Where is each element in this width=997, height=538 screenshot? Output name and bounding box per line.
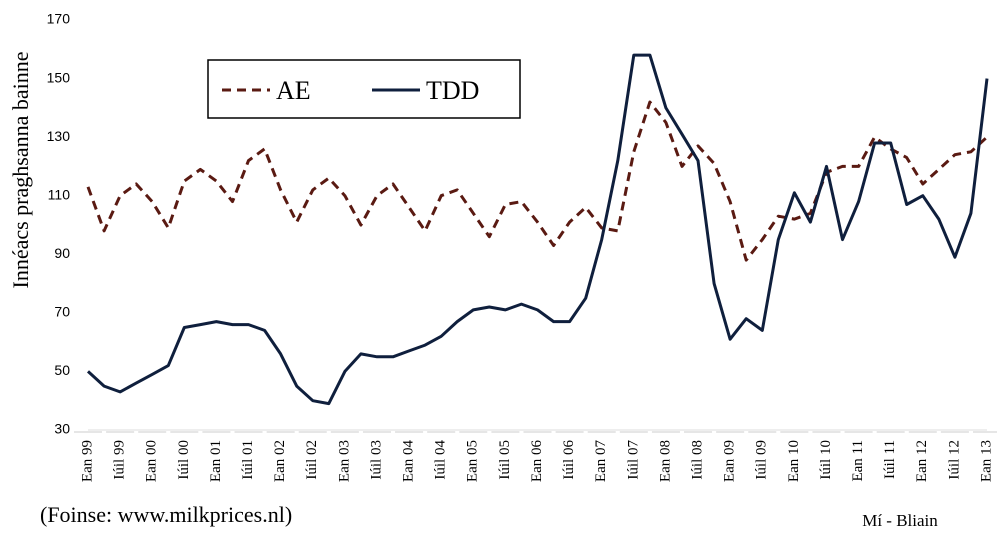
x-tick-label: Ean 04 — [401, 440, 417, 483]
x-tick-label: Iúil 05 — [497, 440, 513, 480]
x-tick-label: Ean 99 — [79, 440, 95, 482]
series-line — [86, 53, 989, 406]
y-tick-label: 90 — [54, 245, 70, 261]
x-tick-label: Iúil 09 — [754, 440, 770, 480]
x-tick-label: Ean 06 — [529, 440, 545, 483]
y-tick-label: 30 — [54, 421, 70, 437]
x-tick-label: Iúil 08 — [689, 440, 705, 480]
x-tick-label: Iúil 12 — [946, 440, 962, 480]
x-tick-label: Ean 10 — [786, 440, 802, 482]
x-tick-label: Ean 07 — [593, 440, 609, 483]
x-tick-label: Iúil 07 — [625, 440, 641, 480]
x-tick-label: Ean 01 — [208, 440, 224, 482]
y-tick-label: 150 — [47, 69, 71, 85]
x-tick-label: Ean 11 — [850, 440, 866, 482]
source: (Foinse: www.milkprices.nl) — [40, 502, 292, 527]
y-axis-label: Innéacs praghsanna bainne — [8, 51, 33, 288]
y-tick-label: 70 — [54, 304, 70, 320]
x-tick-label: Iúil 10 — [818, 440, 834, 480]
x-tick-label: Ean 08 — [657, 440, 673, 482]
x-tick-label: Iúil 04 — [433, 440, 449, 480]
x-tick-label: Iúil 99 — [112, 440, 128, 480]
y-tick-label: 170 — [47, 11, 71, 27]
x-tick-label: Ean 02 — [272, 440, 288, 482]
series-line — [86, 100, 989, 262]
x-tick-label: Ean 03 — [336, 440, 352, 482]
x-tick-label: Ean 13 — [978, 440, 994, 482]
y-tick-label: 50 — [54, 362, 70, 378]
y-tick-label: 130 — [47, 128, 71, 144]
x-tick-label: Ean 12 — [914, 440, 930, 482]
legend-label: TDD — [426, 76, 479, 105]
x-tick-label: Iúil 00 — [176, 440, 192, 480]
legend-label: AE — [276, 76, 311, 105]
x-tick-label: Iúil 02 — [304, 440, 320, 480]
x-tick-label: Iúil 11 — [882, 440, 898, 479]
y-tick-label: 110 — [48, 186, 71, 202]
x-tick-label: Iúil 01 — [240, 440, 256, 480]
x-tick-label: Ean 00 — [144, 440, 160, 482]
x-tick-label: Iúil 06 — [561, 440, 577, 480]
x-tick-label: Iúil 03 — [368, 440, 384, 480]
x-tick-label: Ean 09 — [722, 440, 738, 482]
x-axis-label: Mí - Bliain — [862, 511, 938, 530]
x-tick-label: Ean 05 — [465, 440, 481, 482]
